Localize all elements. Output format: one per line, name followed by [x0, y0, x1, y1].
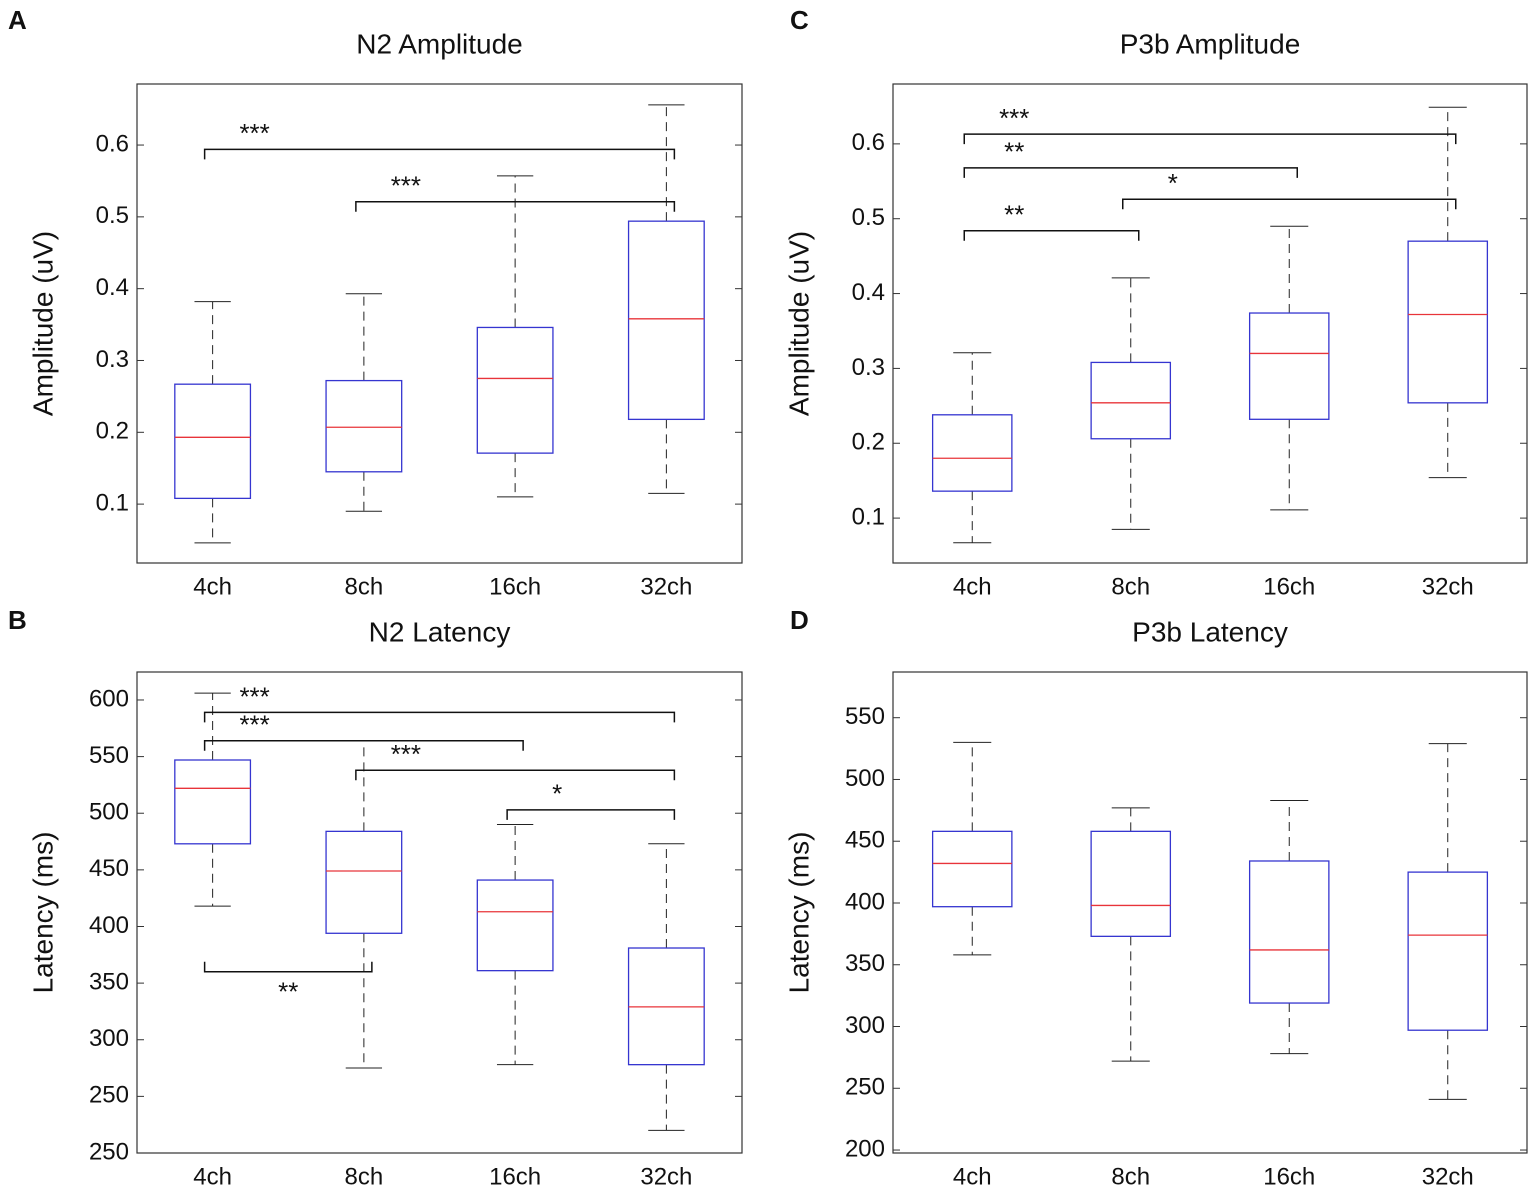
- y-axis-label: Latency (ms): [27, 832, 58, 994]
- chart-title: P3b Amplitude: [1120, 28, 1301, 59]
- x-tick-label: 8ch: [345, 573, 384, 600]
- significance-bracket: [506, 809, 676, 820]
- box: [325, 379, 403, 473]
- significance-bracket: [355, 769, 676, 781]
- plot-frame: [136, 83, 743, 564]
- y-tick-label: 550: [845, 703, 885, 730]
- significance-label: ***: [391, 739, 421, 769]
- y-tick-label: 450: [89, 855, 129, 882]
- panel-letter: D: [790, 605, 809, 635]
- significance-label: *: [552, 779, 562, 809]
- x-tick-label: 32ch: [1422, 1163, 1474, 1190]
- x-tick-label: 8ch: [1111, 1163, 1150, 1190]
- x-tick-label: 16ch: [489, 573, 541, 600]
- significance-bracket: [203, 711, 676, 723]
- y-axis-label: Latency (ms): [783, 832, 814, 994]
- box: [476, 879, 554, 972]
- y-tick-label: 500: [845, 765, 885, 792]
- plot-frame: [892, 83, 1528, 564]
- significance-bracket: [963, 229, 1140, 241]
- significance-label: *: [1168, 168, 1178, 198]
- significance-bracket: [963, 133, 1457, 145]
- y-tick-label: 350: [89, 968, 129, 995]
- significance-bracket: [355, 201, 676, 212]
- significance-bracket: [203, 739, 524, 751]
- significance-label: ***: [999, 103, 1029, 133]
- significance-label: ***: [391, 171, 421, 201]
- y-tick-label: 0.2: [96, 418, 129, 445]
- box: [1090, 361, 1172, 440]
- box: [1248, 312, 1330, 420]
- box: [174, 383, 252, 500]
- y-tick-label: 600: [89, 685, 129, 712]
- x-tick-label: 8ch: [1111, 573, 1150, 600]
- x-tick-label: 32ch: [640, 573, 692, 600]
- significance-label: ***: [239, 681, 269, 711]
- box: [1248, 860, 1330, 1004]
- plot-frame: [136, 671, 743, 1154]
- panel-letter: C: [790, 5, 809, 35]
- y-tick-label: 0.1: [96, 489, 129, 516]
- x-tick-label: 4ch: [193, 1163, 232, 1190]
- y-tick-label: 0.1: [852, 503, 885, 530]
- x-tick-label: 16ch: [1263, 573, 1315, 600]
- y-tick-label: 0.3: [96, 346, 129, 373]
- y-tick-label: 300: [89, 1025, 129, 1052]
- y-tick-label: 0.6: [96, 130, 129, 157]
- significance-bracket: [1122, 198, 1457, 210]
- box: [627, 220, 705, 421]
- y-tick-label: 400: [845, 888, 885, 915]
- significance-label: **: [278, 977, 298, 1007]
- y-tick-label: 450: [845, 827, 885, 854]
- box: [1407, 240, 1489, 404]
- y-axis-label: Amplitude (uV): [27, 231, 58, 416]
- x-tick-label: 16ch: [489, 1163, 541, 1190]
- significance-bracket: [203, 148, 676, 160]
- significance-bracket: [963, 167, 1298, 178]
- y-tick-label: 0.2: [852, 429, 885, 456]
- box: [325, 830, 403, 934]
- y-tick-label: 200: [845, 1135, 885, 1162]
- y-tick-label: 250: [845, 1074, 885, 1101]
- significance-label: ***: [239, 118, 269, 148]
- x-tick-label: 4ch: [193, 573, 232, 600]
- y-tick-label: 500: [89, 799, 129, 826]
- box: [174, 759, 252, 845]
- y-tick-label: 0.4: [852, 279, 885, 306]
- plot-frame: [892, 671, 1528, 1154]
- chart-title: N2 Latency: [369, 616, 511, 647]
- y-axis-label: Amplitude (uV): [783, 231, 814, 416]
- box: [931, 830, 1013, 908]
- y-tick-label: 400: [89, 912, 129, 939]
- x-tick-label: 4ch: [953, 573, 992, 600]
- panel-letter: B: [8, 605, 27, 635]
- chart-title: N2 Amplitude: [356, 28, 523, 59]
- y-tick-label: 250: [89, 1082, 129, 1109]
- y-tick-label: 550: [89, 742, 129, 769]
- chart-title: P3b Latency: [1132, 616, 1288, 647]
- x-tick-label: 4ch: [953, 1163, 992, 1190]
- box: [1090, 830, 1172, 937]
- x-tick-label: 32ch: [640, 1163, 692, 1190]
- significance-bracket: [203, 961, 373, 973]
- y-tick-label: 250: [89, 1138, 129, 1165]
- significance-label: ***: [239, 710, 269, 740]
- x-tick-label: 32ch: [1422, 573, 1474, 600]
- significance-label: **: [1004, 200, 1024, 230]
- y-tick-label: 300: [845, 1012, 885, 1039]
- y-tick-label: 0.3: [852, 354, 885, 381]
- panel-letter: A: [8, 5, 27, 35]
- x-tick-label: 8ch: [345, 1163, 384, 1190]
- significance-label: **: [1004, 137, 1024, 167]
- box: [476, 326, 554, 454]
- y-tick-label: 0.5: [852, 204, 885, 231]
- y-tick-label: 0.6: [852, 129, 885, 156]
- box: [1407, 871, 1489, 1031]
- y-tick-label: 0.4: [96, 274, 129, 301]
- box: [931, 414, 1013, 492]
- x-tick-label: 16ch: [1263, 1163, 1315, 1190]
- y-tick-label: 0.5: [96, 202, 129, 229]
- y-tick-label: 350: [845, 950, 885, 977]
